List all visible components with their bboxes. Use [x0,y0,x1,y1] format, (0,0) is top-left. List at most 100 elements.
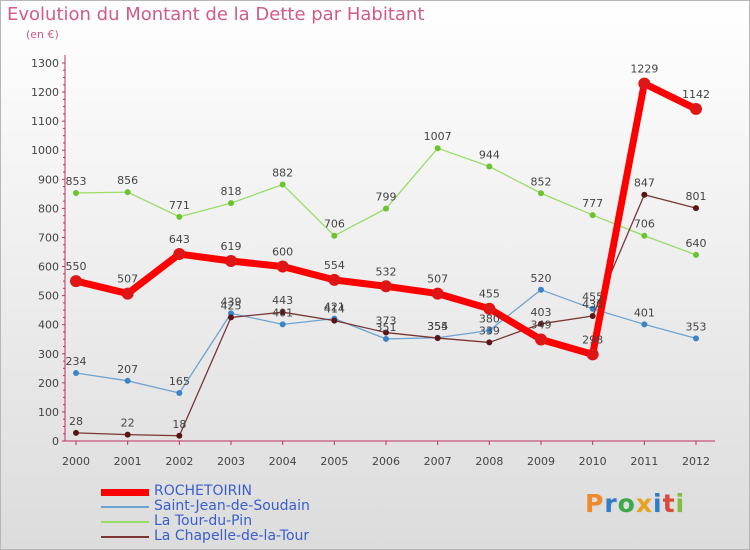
logo-letter: i [675,489,686,518]
data-label: 421 [324,301,345,314]
data-label: 339 [479,324,500,337]
series-point-2 [73,189,79,196]
data-label: 1142 [682,88,710,101]
data-label: 349 [531,319,552,332]
series-point-0 [690,102,702,115]
series-point-1 [641,321,648,328]
data-label: 355 [427,320,448,333]
series-point-3 [589,312,596,319]
x-tick-label: 2007 [424,455,452,468]
legend-swatch [101,506,149,508]
series-point-1 [279,321,286,328]
legend-label: La Chapelle-de-la-Tour [154,528,310,544]
data-label: 380 [479,313,500,326]
legend-label: Saint-Jean-de-Soudain [154,498,310,514]
data-label: 443 [272,294,293,307]
data-label: 853 [66,175,87,188]
series-point-1 [693,335,699,342]
data-label: 425 [221,299,242,312]
x-tick-label: 2002 [165,455,193,468]
series-point-1 [383,335,389,342]
data-label: 1229 [630,63,658,76]
y-tick-label: 300 [38,348,59,361]
data-label: 640 [686,237,707,250]
legend-swatch [101,521,149,523]
data-label: 373 [376,315,397,328]
series-point-3 [228,314,234,321]
series-point-1 [73,369,79,376]
data-label: 22 [121,417,135,430]
series-point-2 [486,163,493,170]
series-point-2 [279,181,286,188]
series-point-0 [586,348,599,361]
series-point-0 [431,287,444,300]
series-point-1 [589,305,596,312]
series-point-0 [121,287,134,300]
series-point-3 [176,432,183,439]
series-point-3 [73,429,79,436]
x-tick-label: 2011 [630,455,658,468]
y-tick-label: 500 [38,290,59,303]
series-point-2 [228,200,234,207]
series-point-0 [225,255,237,268]
series-point-3 [383,329,389,336]
x-tick-label: 2008 [475,455,503,468]
series-point-1 [176,390,183,397]
series-point-3 [486,339,493,346]
y-tick-label: 400 [38,319,59,332]
series-point-3 [124,431,131,438]
x-tick-label: 2010 [579,455,607,468]
series-point-3 [693,205,699,212]
series-point-1 [538,286,544,293]
y-tick-label: 1200 [31,86,59,99]
series-point-0 [276,260,289,273]
data-label: 403 [531,306,552,319]
data-label: 801 [686,190,707,203]
series-point-2 [589,212,596,219]
legend-swatch [101,536,149,538]
series-point-2 [538,190,544,197]
legend-swatch [101,489,149,496]
series-point-2 [434,145,441,152]
series-point-3 [331,317,338,324]
series-point-0 [483,302,496,315]
x-tick-label: 2004 [269,455,297,468]
x-tick-label: 2000 [62,455,90,468]
data-label: 600 [272,246,293,259]
data-label: 882 [272,167,293,180]
data-label: 354 [427,320,448,333]
series-point-2 [641,232,648,239]
data-label: 777 [582,197,603,210]
series-point-1 [124,377,131,384]
series-point-0 [173,248,186,261]
series-point-0 [638,77,651,90]
data-label: 414 [324,303,345,316]
data-label: 847 [634,177,655,190]
y-tick-label: 200 [38,377,59,390]
chart-unit-label: (en €) [26,28,59,41]
data-label: 165 [169,375,190,388]
series-point-0 [328,273,341,286]
data-label: 619 [221,240,242,253]
series-point-0 [70,275,82,288]
x-tick-label: 2006 [372,455,400,468]
x-tick-label: 2001 [114,455,142,468]
y-tick-label: 1100 [31,115,59,128]
data-label: 550 [66,260,87,273]
data-label: 18 [172,418,186,431]
x-tick-label: 2009 [527,455,555,468]
series-point-3 [641,191,648,198]
y-tick-label: 1300 [31,57,59,70]
data-label: 28 [69,415,83,428]
x-tick-label: 2012 [682,455,710,468]
logo-letter: x [635,489,653,518]
data-label: 799 [376,191,397,204]
data-label: 439 [221,295,242,308]
y-tick-label: 600 [38,261,59,274]
data-label: 298 [582,333,603,346]
y-tick-label: 900 [38,173,59,186]
data-label: 706 [634,218,655,231]
y-tick-label: 700 [38,231,59,244]
